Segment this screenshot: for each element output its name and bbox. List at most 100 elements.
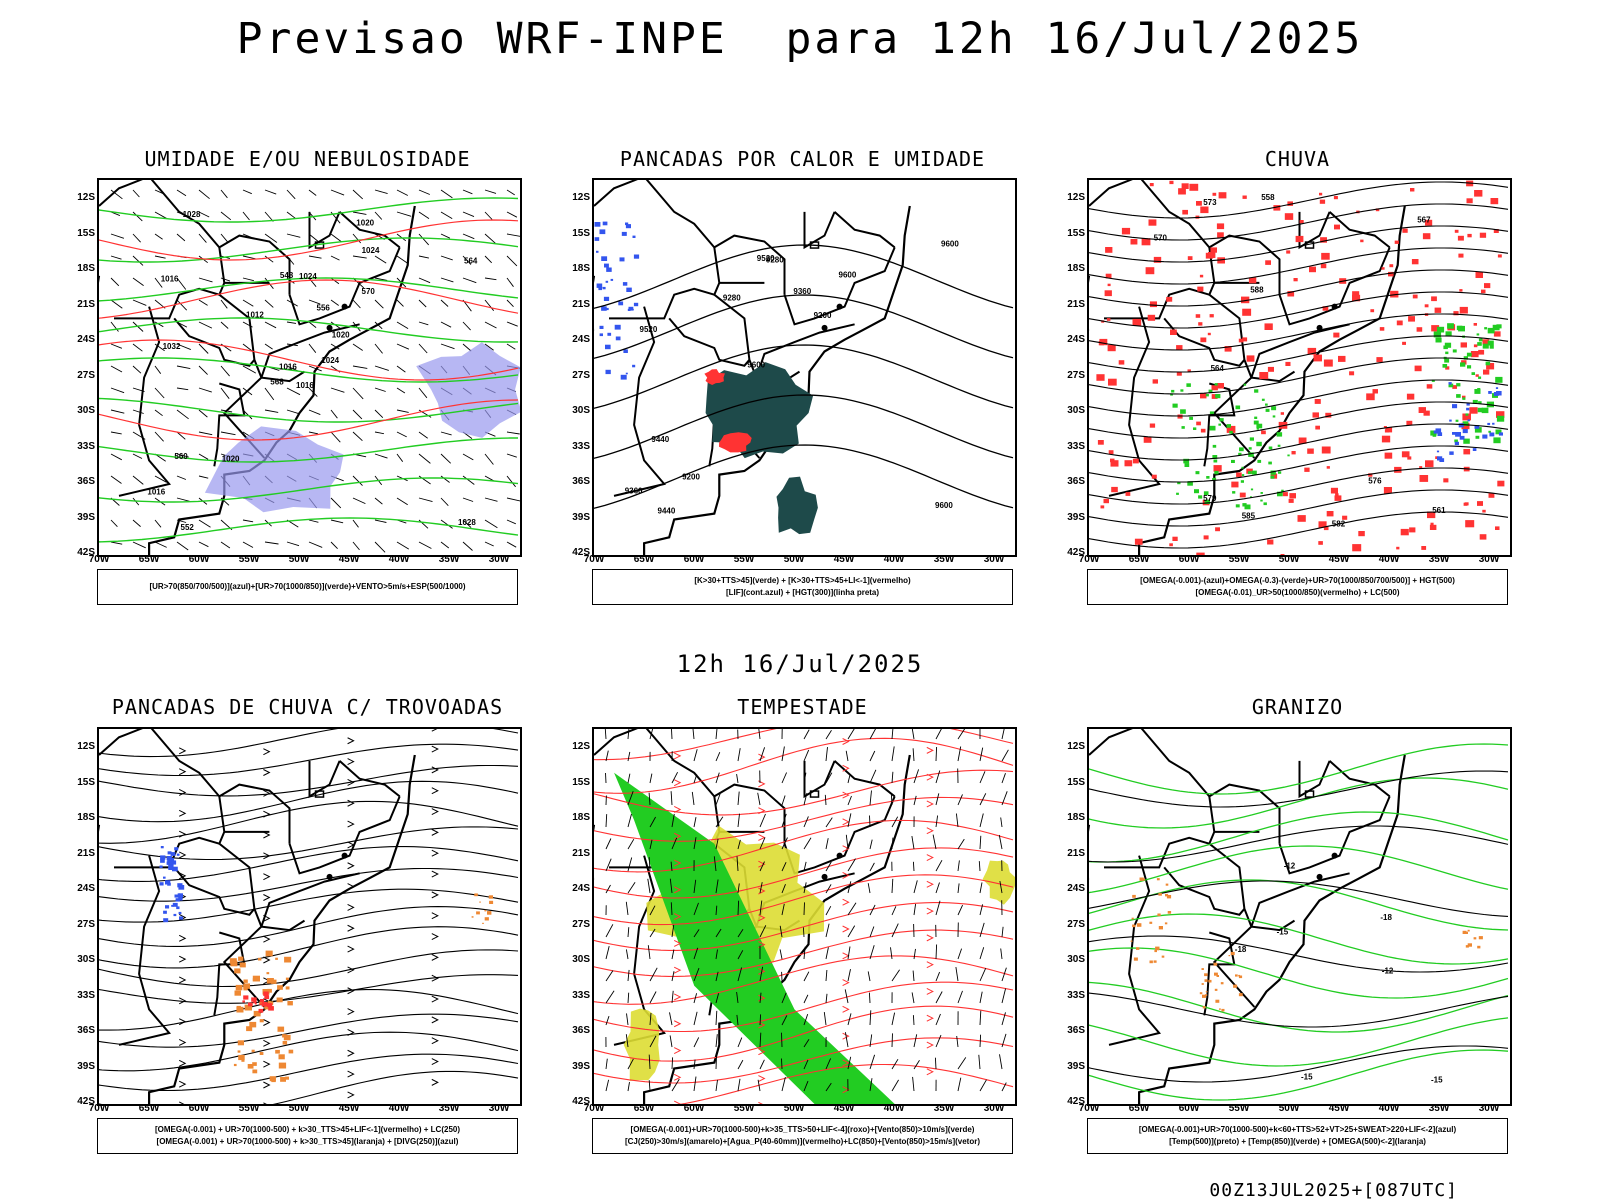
shaded-cell — [1477, 342, 1482, 346]
wind-vector — [353, 498, 365, 504]
border-line — [219, 236, 289, 295]
wind-vector — [463, 542, 473, 551]
shaded-cell — [1443, 478, 1448, 482]
shaded-cell — [595, 237, 600, 241]
longitude-label: 50W — [284, 554, 314, 565]
streamline-arrow — [674, 1021, 680, 1027]
shaded-cell — [1283, 492, 1288, 496]
shaded-cell — [606, 281, 609, 283]
wind-vector — [419, 542, 431, 549]
wind-vector — [650, 774, 652, 783]
wind-vector — [221, 278, 230, 281]
shaded-cell — [1241, 480, 1244, 483]
contour-label: 561 — [1432, 506, 1446, 515]
latitude-label: 36S — [1057, 1025, 1085, 1036]
shaded-cell — [1171, 390, 1174, 393]
wind-vector — [419, 344, 427, 353]
wind-vector — [463, 234, 474, 239]
shaded-cell — [1189, 417, 1193, 420]
latitude-label: 24S — [562, 883, 590, 894]
wind-vector — [628, 993, 629, 1003]
shaded-cell — [266, 951, 273, 957]
shaded-cell — [1153, 379, 1158, 383]
wind-vector — [419, 190, 430, 195]
longitude-label: 60W — [1174, 554, 1204, 565]
border-line — [290, 247, 400, 324]
wind-vector — [507, 300, 514, 307]
wind-vector — [912, 992, 914, 1003]
panel-title: UMIDADE E/OU NEBULOSIDADE — [88, 147, 528, 171]
shaded-cell — [243, 987, 247, 990]
shaded-cell — [248, 1003, 253, 1007]
contour-label: 579 — [1203, 494, 1217, 503]
wind-vector — [846, 835, 848, 849]
shaded-cell — [165, 905, 169, 908]
wind-vector — [221, 212, 231, 220]
shaded-cell — [240, 963, 246, 968]
wind-vector — [309, 542, 322, 547]
wind-vector — [868, 883, 870, 893]
shaded-cell — [1474, 323, 1477, 326]
shaded-cell — [1382, 436, 1390, 443]
shaded-cell — [1196, 201, 1202, 206]
wind-vector — [265, 300, 273, 307]
shaded-cell — [1402, 229, 1407, 233]
wind-vector — [199, 212, 209, 217]
streamline-arrow — [674, 967, 680, 973]
wind-vector — [958, 883, 959, 893]
panel-title: CHUVA — [1078, 147, 1518, 171]
wind-vector — [111, 542, 122, 544]
longitude-label: 50W — [284, 1103, 314, 1114]
streamline-arrow — [432, 850, 438, 856]
streamline — [99, 847, 518, 882]
contour-label: 9280 — [766, 255, 784, 264]
shaded-cell — [160, 859, 165, 863]
wind-vector — [133, 234, 141, 242]
latitude-label: 33S — [67, 990, 95, 1001]
shaded-cell — [1266, 409, 1270, 412]
shaded-cell — [626, 288, 632, 292]
shaded-cell — [1479, 339, 1483, 342]
shaded-cell — [1313, 412, 1320, 417]
wind-vector — [353, 520, 359, 527]
wind-vector — [804, 902, 805, 915]
shaded-cell — [270, 1076, 276, 1081]
shaded-cell — [1249, 447, 1252, 449]
shaded-cell — [1463, 449, 1470, 454]
shaded-cell — [1134, 958, 1138, 961]
shaded-cell — [1465, 520, 1474, 527]
shaded-cell — [1257, 460, 1261, 463]
streamline-arrow — [348, 821, 354, 827]
streamline-arrow — [843, 953, 849, 959]
shaded-cell — [1474, 344, 1478, 347]
shaded-cell — [1476, 374, 1479, 377]
panel-title: PANCADAS DE CHUVA C/ TROVOADAS — [88, 695, 528, 719]
shaded-cell — [1321, 264, 1327, 268]
shaded-cell — [1480, 233, 1486, 238]
shaded-cell — [241, 1059, 244, 1062]
shaded-cell — [1384, 487, 1392, 494]
wind-vector — [1002, 773, 1006, 783]
shaded-cell — [1472, 372, 1476, 375]
shaded-cell — [1107, 318, 1111, 321]
shaded-cell — [1488, 391, 1492, 394]
shaded-cell — [279, 1063, 286, 1069]
border-line — [805, 212, 835, 248]
shaded-cell — [1236, 406, 1241, 410]
wind-vector — [870, 751, 875, 761]
shaded-cell — [1203, 1006, 1206, 1008]
wind-vector — [826, 884, 831, 893]
shaded-cell — [1210, 314, 1214, 317]
shaded-cell — [1122, 228, 1130, 235]
latitude-label: 39S — [1057, 1061, 1085, 1072]
wind-vector — [628, 729, 629, 739]
shaded-cell — [1267, 540, 1273, 545]
map-canvas — [594, 729, 1015, 1104]
wind-vector — [419, 476, 431, 484]
shaded-cell — [1260, 500, 1262, 502]
wind-vector — [243, 190, 252, 194]
longitude-label: 50W — [1274, 554, 1304, 565]
wind-vector — [606, 773, 607, 783]
wind-vector — [111, 300, 122, 308]
